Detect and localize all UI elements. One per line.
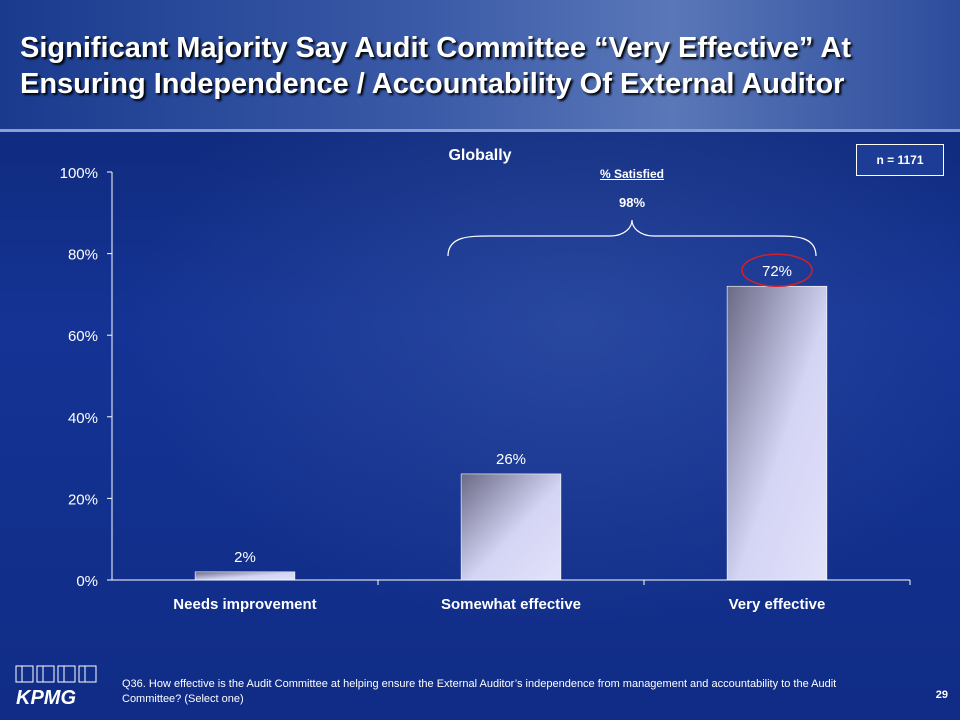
- satisfied-brace: [447, 219, 817, 257]
- y-tick-label: 60%: [68, 328, 98, 345]
- header-band: [0, 0, 960, 132]
- chart-title: Globally: [448, 147, 512, 164]
- satisfied-value: 98%: [618, 195, 646, 210]
- bar-somewhat-effective: [460, 473, 562, 581]
- sample-size-box: n = 1171: [856, 144, 944, 176]
- slide-title: Significant Majority Say Audit Committee…: [20, 32, 851, 100]
- highlight-ellipse: [741, 253, 813, 287]
- x-tick-label: Needs improvement: [173, 596, 316, 613]
- y-tick-label: 0%: [76, 573, 98, 590]
- x-tick-label: Somewhat effective: [441, 596, 581, 613]
- y-tick-label: 20%: [68, 491, 98, 508]
- x-tick-label: Very effective: [729, 596, 826, 613]
- question-footnote: Q36. How effective is the Audit Committe…: [122, 678, 837, 705]
- y-tick-label: 100%: [60, 165, 98, 182]
- bar-value-label: 26%: [496, 451, 526, 468]
- page-number: 29: [935, 689, 948, 701]
- satisfied-label: % Satisfied: [599, 167, 665, 181]
- svg-text:KPMG: KPMG: [16, 687, 76, 709]
- bar-needs-improvement: [194, 571, 296, 581]
- y-tick-label: 80%: [68, 247, 98, 264]
- bar-very-effective: [726, 285, 828, 581]
- y-tick-label: 40%: [68, 410, 98, 427]
- kpmg-logo: KPMG: [15, 665, 97, 709]
- bar-value-label: 2%: [234, 549, 256, 566]
- bar-value-label: 72%: [762, 263, 792, 280]
